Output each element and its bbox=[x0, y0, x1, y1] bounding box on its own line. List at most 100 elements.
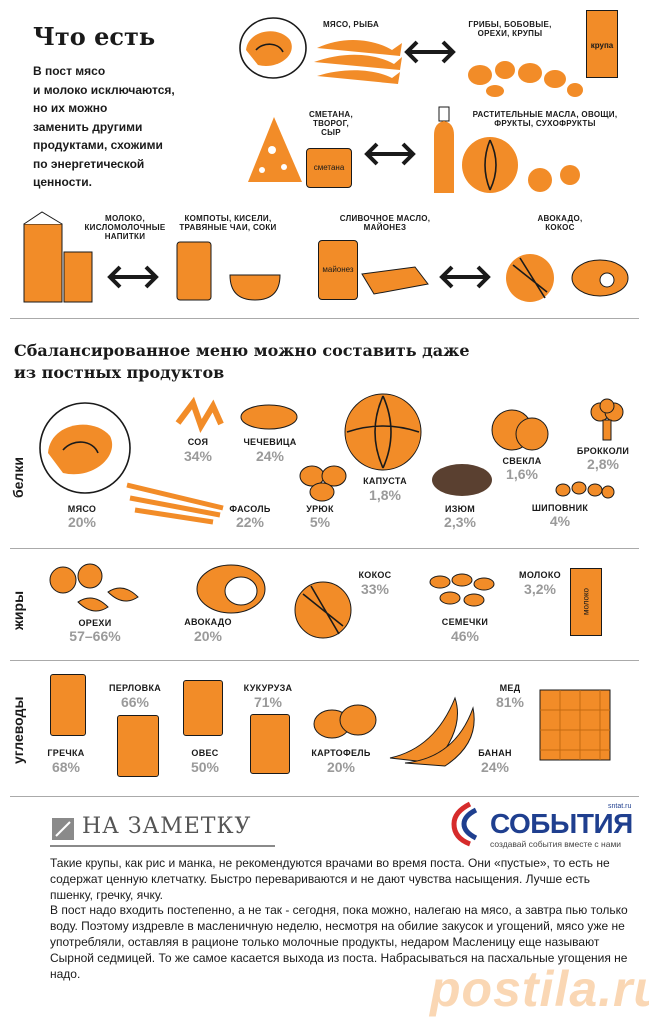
nuts-icon bbox=[49, 563, 139, 612]
swap-compotes-label: КОМПОТЫ, КИСЕЛИ, ТРАВЯНЫЕ ЧАИ, СОКИ bbox=[179, 214, 277, 233]
note-paragraph: В пост надо входить постепенно, а не так… bbox=[50, 903, 628, 981]
potato-icon bbox=[313, 704, 377, 739]
lentils-icon bbox=[240, 404, 298, 430]
protein-beet-name: СВЕКЛА bbox=[502, 456, 542, 466]
meat-plate-icon bbox=[239, 17, 307, 79]
carbs-label: углеводы bbox=[10, 696, 26, 764]
raisins-icon bbox=[432, 464, 492, 496]
corn-pack bbox=[250, 714, 290, 774]
protein-beet-pct: 1,6% bbox=[506, 466, 538, 482]
carb-potato-name: КАРТОФЕЛЬ bbox=[311, 748, 371, 758]
swap-arrow-icon bbox=[404, 40, 456, 64]
cabbage-icon bbox=[344, 393, 422, 471]
swap-mushrooms-label: ГРИБЫ, БОБОВЫЕ, ОРЕХИ, КРУПЫ bbox=[468, 20, 552, 39]
fat-nuts-name: ОРЕХИ bbox=[78, 618, 112, 628]
divider bbox=[10, 660, 639, 661]
note-paragraph: Такие крупы, как рис и манка, не рекомен… bbox=[50, 856, 610, 902]
protein-rosehip-name: ШИПОВНИК bbox=[531, 503, 589, 513]
buckwheat-pack bbox=[50, 674, 86, 736]
groats-pack: крупа bbox=[586, 10, 618, 78]
swap-veg-oils-label: РАСТИТЕЛЬНЫЕ МАСЛА, ОВОЩИ, ФРУКТЫ, СУХОФР… bbox=[472, 110, 618, 129]
divider bbox=[10, 796, 639, 797]
proteins-label: белки bbox=[10, 457, 26, 498]
protein-cabbage-name: КАПУСТА bbox=[363, 476, 407, 486]
brand-site: sntat.ru bbox=[608, 803, 632, 810]
oil-bottle-icon bbox=[434, 106, 454, 193]
note-body: Такие крупы, как рис и манка, не рекомен… bbox=[50, 856, 634, 982]
protein-beans-pct: 22% bbox=[235, 514, 265, 530]
carb-buckwheat-pct: 68% bbox=[51, 759, 81, 775]
swap-arrow-icon bbox=[107, 265, 159, 289]
swap-butter-label: СЛИВОЧНОЕ МАСЛО, МАЙОНЕЗ bbox=[339, 214, 431, 233]
carb-banana-name: БАНАН bbox=[478, 748, 512, 758]
carb-corn-name: КУКУРУЗА bbox=[243, 683, 293, 693]
seeds-icon bbox=[429, 573, 495, 607]
protein-lentils-name: ЧЕЧЕВИЦА bbox=[243, 437, 297, 447]
fat-seeds-pct: 46% bbox=[450, 628, 480, 644]
butter-icon bbox=[361, 266, 429, 295]
fats-label: жиры bbox=[10, 590, 26, 630]
rosehip-icon bbox=[555, 481, 615, 499]
mayo-jar: майонез bbox=[318, 240, 358, 300]
swap-dairy-label: СМЕТАНА, ТВОРОГ, СЫР bbox=[308, 110, 353, 138]
beans-icon bbox=[126, 482, 224, 525]
protein-soy-name: СОЯ bbox=[187, 437, 209, 447]
juice-tea-icon bbox=[176, 241, 281, 301]
smetana-jar: сметана bbox=[306, 148, 352, 188]
swap-arrow-icon bbox=[364, 142, 416, 166]
swap-arrow-icon bbox=[439, 265, 491, 289]
menu-heading: Сбалансированное меню можно составить да… bbox=[14, 341, 470, 382]
carb-barley-name: ПЕРЛОВКА bbox=[108, 683, 162, 693]
fat-coconut-name: КОКОС bbox=[358, 570, 392, 580]
carb-honey-name: МЕД bbox=[499, 683, 521, 693]
soy-icon bbox=[175, 396, 224, 434]
protein-broccoli-name: БРОККОЛИ bbox=[576, 446, 630, 456]
swap-meat-fish-label: МЯСО, РЫБА bbox=[322, 20, 380, 29]
note-title: НА ЗАМЕТКУ bbox=[82, 814, 252, 839]
coconut-icon bbox=[294, 581, 352, 639]
protein-soy-pct: 34% bbox=[183, 448, 213, 464]
broccoli-icon bbox=[590, 398, 624, 441]
protein-broccoli-pct: 2,8% bbox=[587, 456, 619, 472]
carb-corn-pct: 71% bbox=[253, 694, 283, 710]
protein-meat-name: МЯСО bbox=[67, 504, 97, 514]
fat-milk-pct: 3,2% bbox=[524, 581, 556, 597]
protein-apricot-pct: 5% bbox=[309, 514, 331, 530]
brand-tagline: создавай события вместе с нами bbox=[490, 839, 622, 849]
protein-meat-pct: 20% bbox=[67, 514, 97, 530]
beet-icon bbox=[491, 409, 549, 451]
lead-text: В пост мясо и молоко исключаются, но их мо… bbox=[33, 64, 175, 189]
banana-icon bbox=[389, 696, 475, 767]
note-icon bbox=[52, 818, 74, 840]
brand-name: СОБЫТИЯ bbox=[490, 808, 633, 839]
avocado-icon bbox=[196, 564, 266, 614]
milk-pack-icon bbox=[23, 211, 93, 303]
watermark: postila.ru bbox=[430, 961, 649, 1017]
carb-barley-pct: 66% bbox=[120, 694, 150, 710]
barley-pack bbox=[183, 680, 223, 736]
cheese-icon bbox=[248, 117, 302, 182]
carb-oats-name: ОВЕС bbox=[191, 748, 219, 758]
cabbage-fruit-icon bbox=[462, 137, 580, 193]
carb-banana-pct: 24% bbox=[480, 759, 510, 775]
protein-lentils-pct: 24% bbox=[255, 448, 285, 464]
carb-potato-pct: 20% bbox=[326, 759, 356, 775]
milk-pack: молоко bbox=[570, 568, 602, 636]
protein-raisins-name: ИЗЮМ bbox=[444, 504, 476, 514]
carb-oats-pct: 50% bbox=[190, 759, 220, 775]
fat-seeds-name: СЕМЕЧКИ bbox=[441, 617, 489, 627]
note-underline bbox=[50, 845, 275, 847]
coconut-avocado-icon bbox=[506, 254, 629, 302]
fish-icon bbox=[314, 39, 402, 84]
brand-logo-icon bbox=[451, 801, 478, 847]
apricot-icon bbox=[299, 465, 347, 502]
fat-coconut-pct: 33% bbox=[360, 581, 390, 597]
fat-nuts-pct: 57–66% bbox=[69, 628, 121, 644]
meat-plate-icon bbox=[39, 402, 131, 494]
swap-milk-label: МОЛОКО, КИСЛОМОЛОЧНЫЕ НАПИТКИ bbox=[84, 214, 166, 242]
carb-buckwheat-name: ГРЕЧКА bbox=[47, 748, 85, 758]
page-title: Что есть bbox=[33, 22, 156, 51]
swap-avocado-label: АВОКАДО, КОКОС bbox=[537, 214, 583, 233]
mushrooms-beans-icon bbox=[468, 61, 583, 97]
protein-apricot-name: УРЮК bbox=[306, 504, 334, 514]
